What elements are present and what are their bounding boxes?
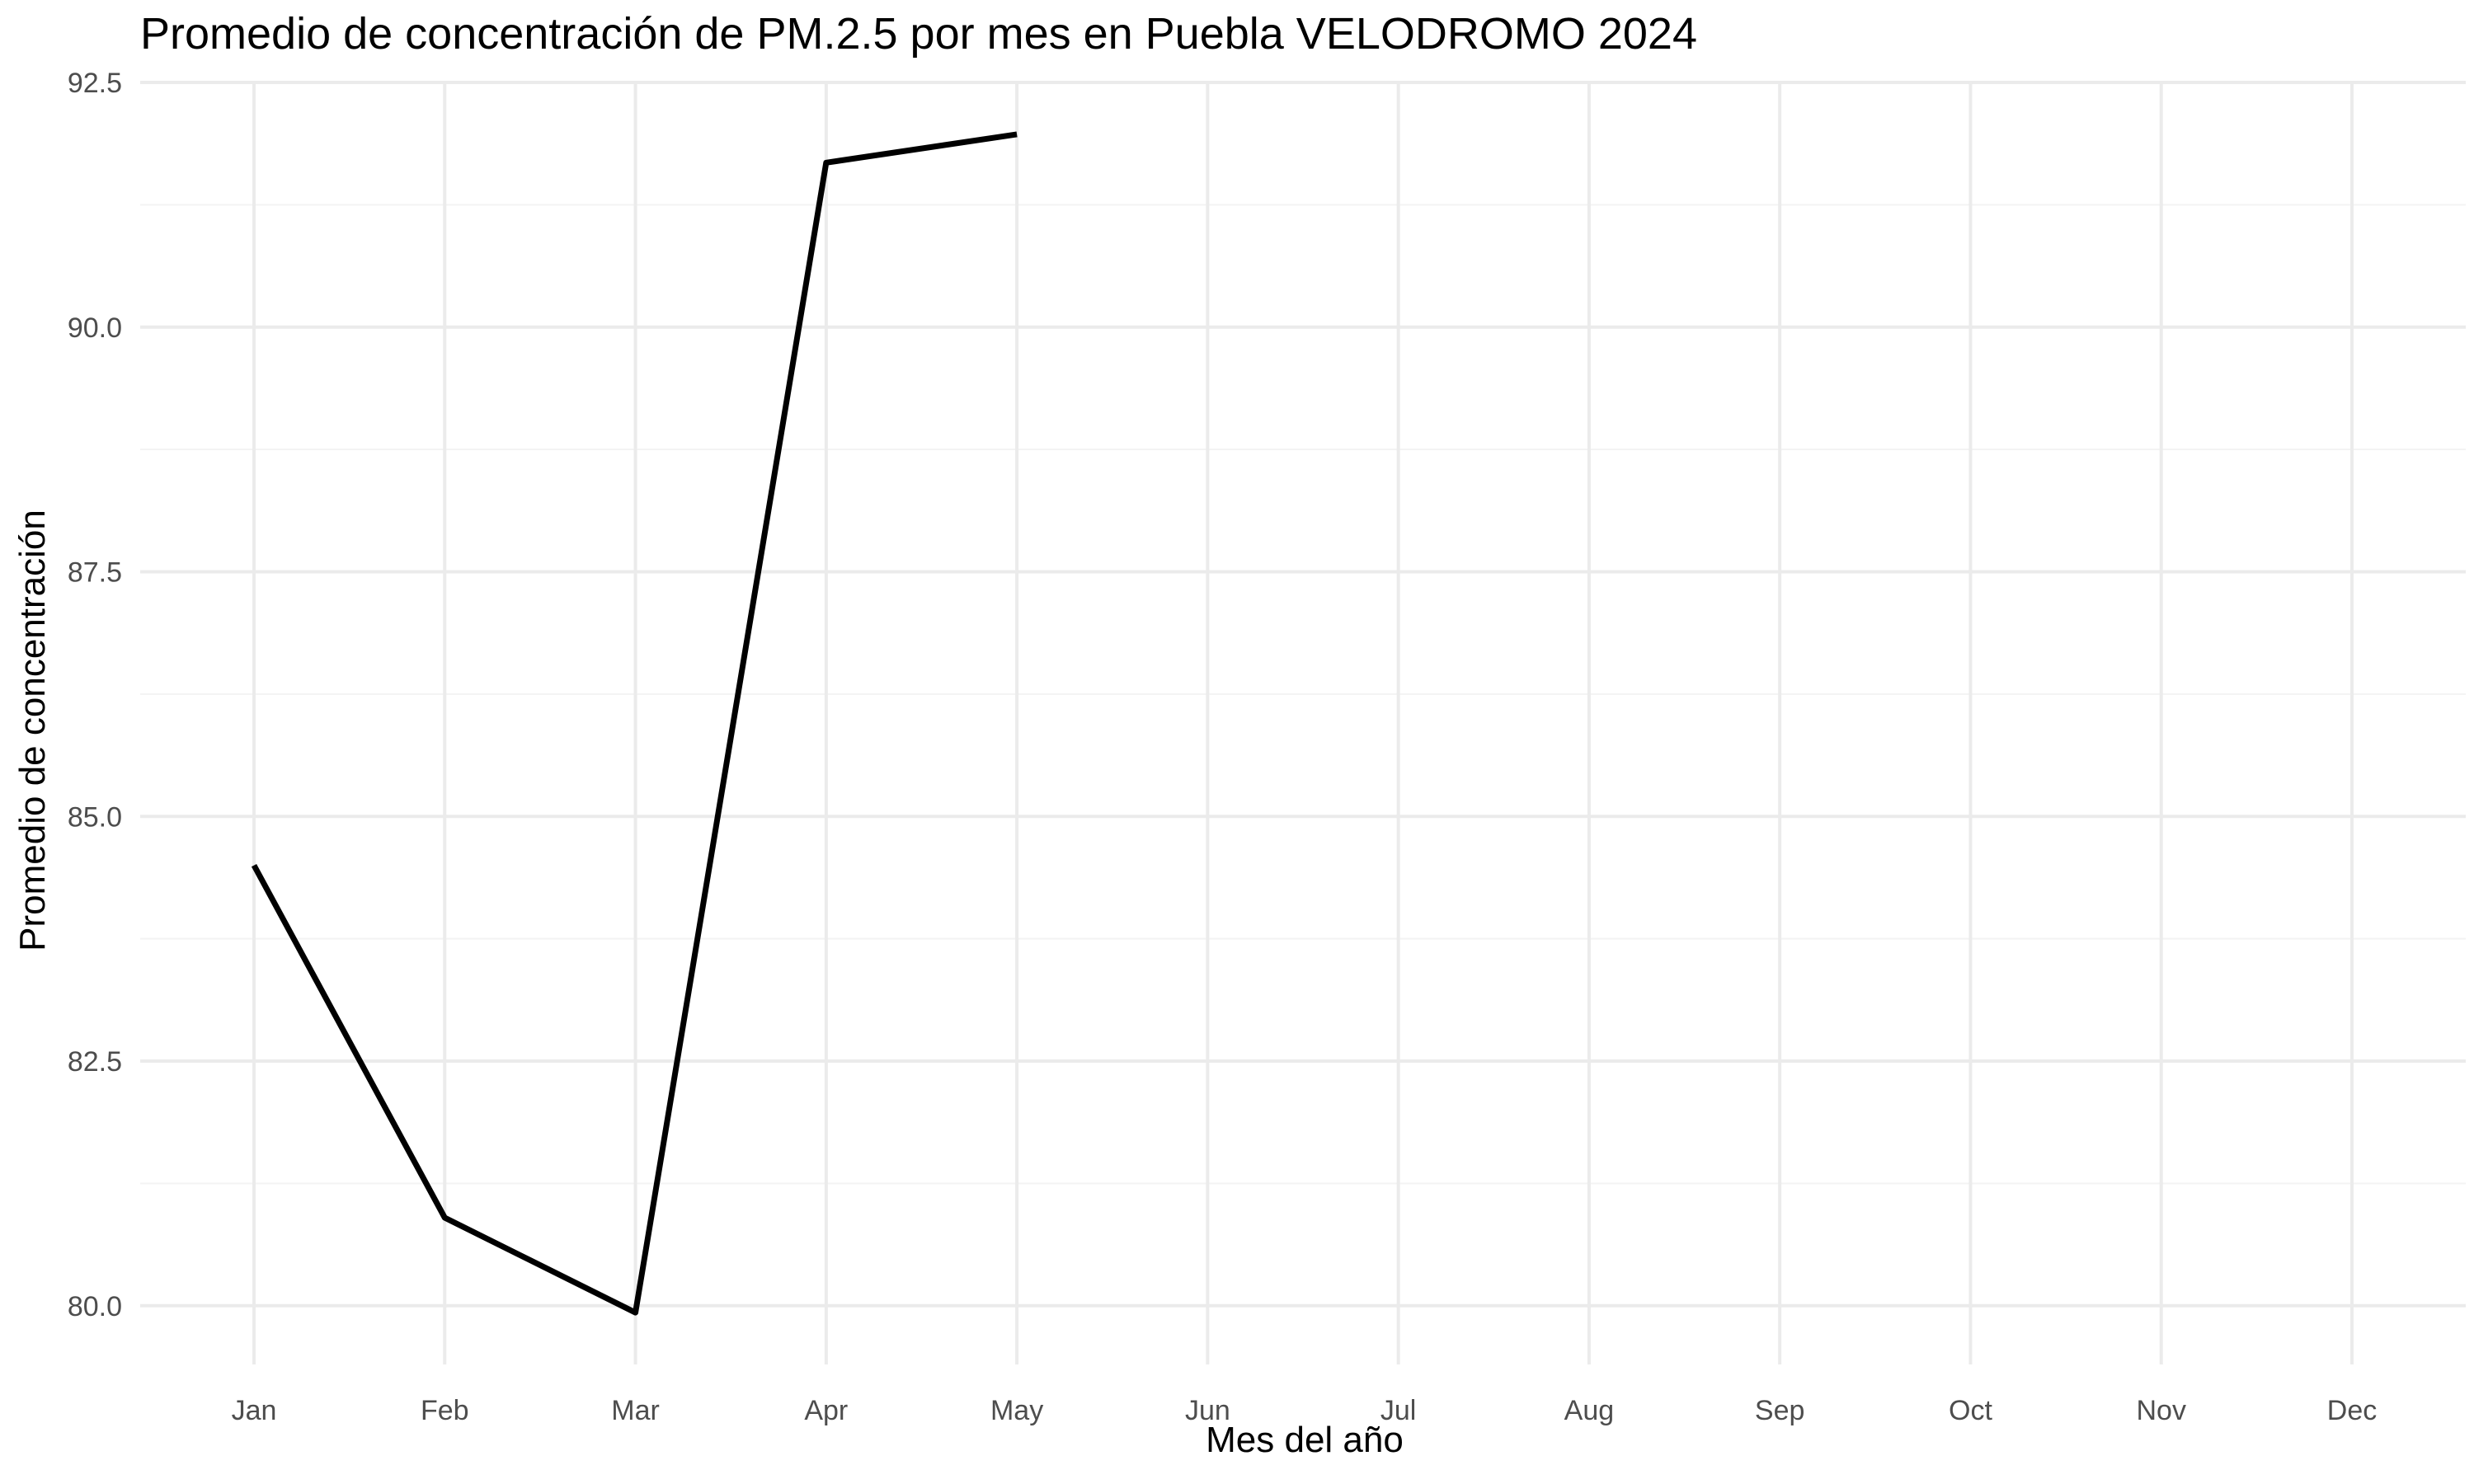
x-tick-label: Nov: [2136, 1395, 2185, 1426]
y-axis-title: Promedio de concentración: [12, 510, 53, 951]
y-tick-label: 80.0: [68, 1291, 122, 1322]
x-tick-label: Feb: [421, 1395, 469, 1426]
x-tick-label: Apr: [804, 1395, 848, 1426]
y-tick-label: 85.0: [68, 801, 122, 833]
y-tick-label: 87.5: [68, 557, 122, 589]
x-tick-label: Dec: [2327, 1395, 2377, 1426]
x-tick-label: Jul: [1380, 1395, 1416, 1426]
series-line: [251, 131, 1018, 1316]
x-axis-title: Mes del año: [1206, 1420, 1404, 1460]
y-tick-label: 92.5: [68, 68, 122, 99]
x-tick-label: Jun: [1185, 1395, 1230, 1426]
x-tick-label: Sep: [1755, 1395, 1805, 1426]
y-tick-label: 90.0: [68, 312, 122, 344]
y-tick-label: 82.5: [68, 1046, 122, 1078]
x-tick-label: Mar: [611, 1395, 660, 1426]
x-tick-label: Oct: [1949, 1395, 1992, 1426]
x-tick-label: Aug: [1564, 1395, 1615, 1426]
chart-title: Promedio de concentración de PM.2.5 por …: [140, 9, 1697, 59]
x-tick-label: Jan: [232, 1395, 277, 1426]
x-tick-label: May: [990, 1395, 1043, 1426]
